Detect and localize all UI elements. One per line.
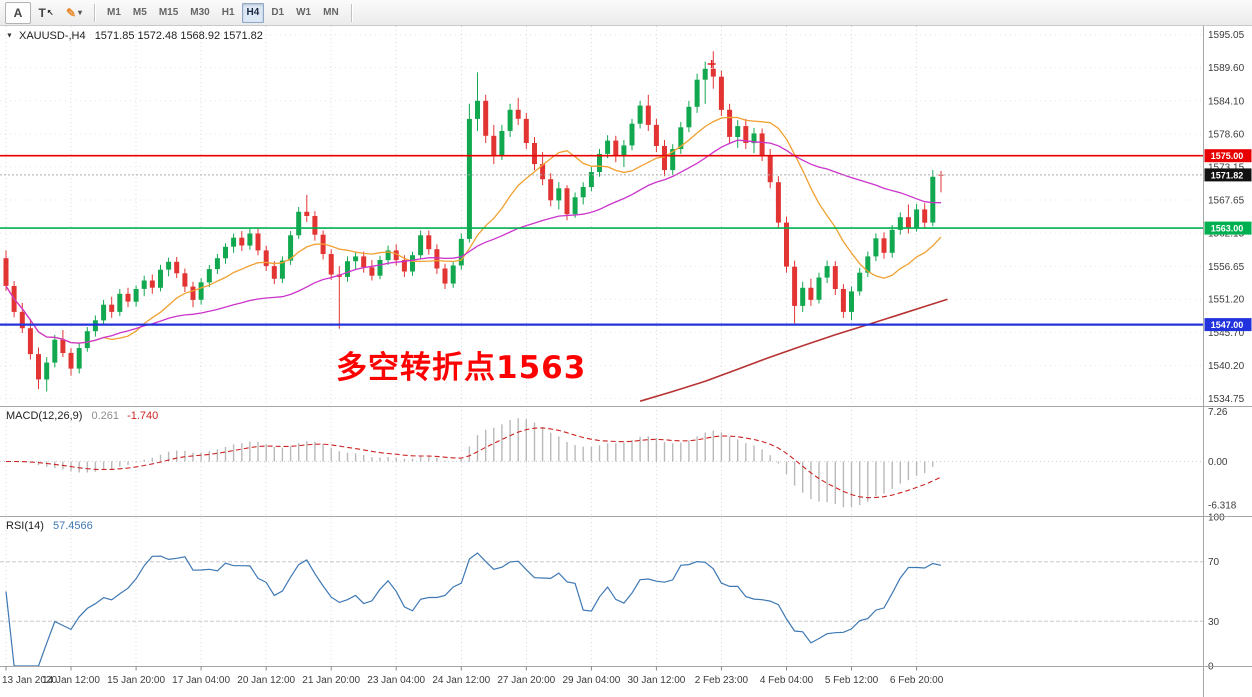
svg-text:2 Feb 23:00: 2 Feb 23:00 xyxy=(695,675,749,686)
svg-text:1571.82: 1571.82 xyxy=(1211,170,1244,180)
svg-text:23 Jan 04:00: 23 Jan 04:00 xyxy=(367,675,425,686)
text-tool-button[interactable]: T ↖ xyxy=(33,2,59,24)
svg-text:5 Feb 12:00: 5 Feb 12:00 xyxy=(825,675,879,686)
chart-annotation-text: 多空转折点1563 xyxy=(336,350,587,386)
svg-text:100: 100 xyxy=(1208,513,1225,524)
vertical-gridlines xyxy=(5,26,918,667)
timeframe-button-m30[interactable]: M30 xyxy=(190,7,210,18)
chart-ohlc-header: ▼ XAUUSD-,H4 1571.85 1572.48 1568.92 157… xyxy=(6,30,263,42)
svg-text:1540.20: 1540.20 xyxy=(1208,361,1245,372)
chart-canvas[interactable]: 1595.05 1589.60 1584.10 1578.60 1573.15 1567.… xyxy=(0,26,1252,697)
rsi-header: RSI(14) 57.4566 xyxy=(6,520,93,532)
svg-text:-6.318: -6.318 xyxy=(1208,501,1237,512)
pencil-icon: ✎ xyxy=(65,5,77,20)
ohlc-values: 1571.85 1572.48 1568.92 1571.82 xyxy=(94,30,263,42)
timeframe-button-d1[interactable]: D1 xyxy=(271,7,285,18)
ma-mid-line xyxy=(5,139,942,344)
svg-text:30: 30 xyxy=(1208,617,1220,628)
svg-text:1551.20: 1551.20 xyxy=(1208,295,1245,306)
cross-marker[interactable] xyxy=(707,60,716,68)
price-badges: 1575.00 1563.00 1547.00 1571.82 xyxy=(1204,149,1252,332)
ma-fast-line xyxy=(5,116,942,344)
macd-header: MACD(12,26,9) 0.261 -1.740 xyxy=(6,410,158,422)
candlestick-series xyxy=(3,51,944,392)
svg-text:1534.75: 1534.75 xyxy=(1208,394,1245,405)
timeframe-button-m5[interactable]: M5 xyxy=(132,7,147,18)
svg-text:70: 70 xyxy=(1208,557,1220,568)
arrange-button-label: A xyxy=(13,5,23,20)
draw-style-button[interactable]: ✎ ▾ xyxy=(61,2,87,24)
time-scale[interactable] xyxy=(0,668,1203,697)
svg-text:1573.15: 1573.15 xyxy=(1208,162,1245,173)
rsi-value: 57.4566 xyxy=(52,520,93,532)
macd-label: MACD(12,26,9) xyxy=(6,410,83,422)
timeframe-button-w1[interactable]: W1 xyxy=(296,7,312,18)
svg-text:13 Jan 2020: 13 Jan 2020 xyxy=(2,675,57,686)
symbol-dropdown-icon[interactable]: ▼ xyxy=(6,32,13,40)
arrange-button[interactable]: A xyxy=(5,1,31,24)
dropdown-arrow-icon: ▾ xyxy=(78,8,83,17)
svg-text:1567.65: 1567.65 xyxy=(1208,196,1245,207)
timeframe-button-m15[interactable]: M15 xyxy=(158,7,179,18)
ma-long-line xyxy=(639,298,948,402)
toolbar-separator xyxy=(94,3,95,22)
horizontal-gridlines xyxy=(0,34,1203,399)
svg-text:1547.00: 1547.00 xyxy=(1211,320,1244,330)
toolbar-separator xyxy=(350,3,352,22)
svg-text:0.00: 0.00 xyxy=(1208,457,1228,468)
macd-signal-value: -1.740 xyxy=(127,410,159,422)
rsi-line xyxy=(5,552,942,667)
svg-text:21 Jan 20:00: 21 Jan 20:00 xyxy=(302,675,360,686)
svg-text:1545.70: 1545.70 xyxy=(1208,328,1245,339)
timeframe-button-h4[interactable]: H4 xyxy=(241,2,265,23)
rsi-label: RSI(14) xyxy=(6,520,44,532)
macd-signal-line xyxy=(6,427,942,499)
svg-text:1589.60: 1589.60 xyxy=(1208,63,1245,74)
svg-text:6 Feb 20:00: 6 Feb 20:00 xyxy=(890,675,944,686)
svg-text:29 Jan 04:00: 29 Jan 04:00 xyxy=(562,675,620,686)
svg-text:24 Jan 12:00: 24 Jan 12:00 xyxy=(432,675,490,686)
svg-text:30 Jan 12:00: 30 Jan 12:00 xyxy=(627,675,685,686)
svg-text:27 Jan 20:00: 27 Jan 20:00 xyxy=(497,675,555,686)
time-axis-labels: 13 Jan 202014 Jan 12:00 15 Jan 20:00 17 Ja… xyxy=(2,666,944,686)
timeframe-button-h1[interactable]: H1 xyxy=(221,7,235,18)
svg-text:1556.65: 1556.65 xyxy=(1208,262,1245,273)
svg-text:20 Jan 12:00: 20 Jan 12:00 xyxy=(237,675,295,686)
macd-axis-labels: 7.26 0.00 -6.318 xyxy=(1208,407,1237,512)
svg-text:15 Jan 20:00: 15 Jan 20:00 xyxy=(107,675,165,686)
svg-text:1578.60: 1578.60 xyxy=(1208,130,1245,141)
symbol-timeframe-label: XAUUSD-,H4 xyxy=(19,30,86,42)
price-axis-labels: 1595.05 1589.60 1584.10 1578.60 1573.15 1567.… xyxy=(1208,30,1245,405)
svg-text:1595.05: 1595.05 xyxy=(1208,30,1245,41)
macd-main-value: 0.261 xyxy=(91,410,120,422)
timeframe-button-m1[interactable]: M1 xyxy=(107,7,121,18)
svg-text:17 Jan 04:00: 17 Jan 04:00 xyxy=(172,675,230,686)
svg-text:14 Jan 12:00: 14 Jan 12:00 xyxy=(42,675,100,686)
svg-text:1584.10: 1584.10 xyxy=(1208,96,1245,107)
text-tool-label: T xyxy=(38,5,46,20)
macd-histogram xyxy=(13,418,942,508)
timeframe-button-mn[interactable]: MN xyxy=(323,7,339,18)
svg-text:4 Feb 04:00: 4 Feb 04:00 xyxy=(760,675,814,686)
svg-text:1575.00: 1575.00 xyxy=(1211,151,1244,161)
timeframe-group: M1 M5 M15 M30 H1 H4 D1 W1 MN xyxy=(101,2,345,23)
cursor-icon: ↖ xyxy=(46,8,54,17)
price-scale[interactable] xyxy=(1204,26,1252,697)
svg-text:7.26: 7.26 xyxy=(1208,407,1228,418)
svg-text:1563.00: 1563.00 xyxy=(1211,224,1244,234)
toolbar: A T ↖ ✎ ▾ M1 M5 M15 M30 H1 H4 D1 W1 MN xyxy=(0,0,1252,26)
